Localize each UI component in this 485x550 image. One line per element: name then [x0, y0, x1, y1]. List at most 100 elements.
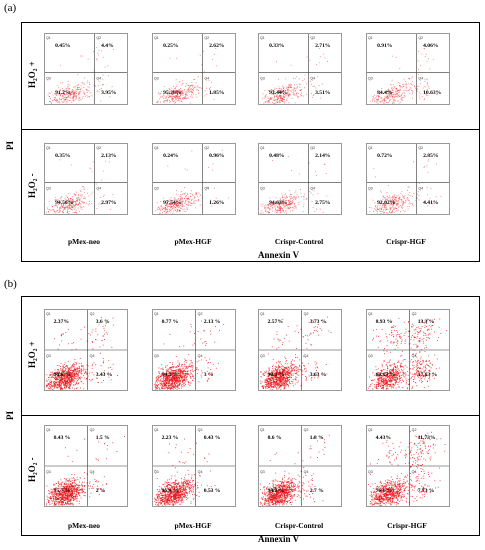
- panel-a-plot-r1-c2: Q1 Q2 Q3 Q4 0.25% 2.62% 95.28% 1.85%: [152, 33, 236, 105]
- panel-b-plot-r2-c2-pct-ll: 96.8 %: [161, 488, 179, 495]
- panel-a-plot-r2-c2-quadrant-code: Q2: [204, 146, 209, 150]
- panel-a-plot-r1-c2-axes-frame: [152, 33, 236, 105]
- panel-a-row-label-h2o2-plus: H₂O₂ +: [27, 61, 37, 88]
- panel-a-col-crispr-hgf: Crispr-HGF: [386, 237, 426, 246]
- panel-a-plot-r2-c3-pct-lr: 2.75%: [315, 199, 331, 206]
- panel-a-plot-r2-c3-quadrant-code: Q3: [260, 187, 265, 191]
- panel-a-plot-r2-c3-axes-frame: [258, 143, 342, 215]
- panel-a-plot-r2-c2-pct-ll: 97.54%: [163, 199, 182, 206]
- panel-a-plot-r2-c3-events: [260, 156, 328, 214]
- panel-a-plot-r1-c2-events: [156, 48, 218, 104]
- panel-b-plot-r1-c1-pct-lr: 3.43 %: [95, 372, 113, 379]
- panel-b-plot-r1-c4-quadrant-code: Q2: [412, 312, 417, 316]
- panel-b-plot-r2-c4-scatter: Q1 Q2 Q3 Q4: [366, 425, 450, 507]
- panel-a-plot-r1-c2-pct-ur: 2.62%: [209, 42, 225, 49]
- panel-a-plot-r2-c1-pct-ul: 0.35%: [55, 152, 71, 159]
- panel-b-plot-r2-c2-pct-ur: 0.43 %: [203, 435, 221, 442]
- panel-b-row-label-h2o2-plus: H₂O₂ +: [27, 341, 37, 368]
- panel-a-plot-r2-c4-pct-ul: 0.72%: [377, 152, 393, 159]
- panel-a-plot-r2-c2-axes-frame: [152, 143, 236, 215]
- panel-a-plot-r2-c4-scatter: Q1 Q2 Q3 Q4: [366, 143, 450, 215]
- panel-b-plot-r1-c2-pct-lr: 3 %: [203, 372, 214, 379]
- panel-a-plot-r2-c4-quadrant-code: Q2: [418, 146, 423, 150]
- panel-a-plot-r1-c3-quadrant-code: Q2: [310, 36, 315, 40]
- panel-a-plot-r2-c4-quadrant-code: Q4: [418, 187, 423, 191]
- panel-b-plot-r1-c1-pct-ll: 90.6 %: [53, 372, 71, 379]
- panel-b-plot-r2-c2-quadrant-code: Q3: [154, 470, 159, 474]
- panel-a-plot-r2-c2-quadrant-code: Q1: [154, 146, 159, 150]
- panel-b-plot-r2-c3: Q1 Q2 Q3 Q4 0.6 % 1.8 % 94.9 % 2.7 %: [258, 425, 342, 507]
- panel-a-plot-r2-c2-pct-lr: 1.26%: [209, 199, 225, 206]
- panel-a-plot-r1-c3-events: [262, 47, 328, 104]
- panel-b-plot-r1-c4-pct-ur: 13.3 %: [417, 319, 435, 326]
- panel-b-plot-r2-c4-pct-ur: 11.73%: [417, 435, 436, 442]
- panel-a-plot-r1-c1-quadrant-code: Q4: [96, 77, 101, 81]
- panel-b-plot-r2-c2-quadrant-code: Q1: [154, 428, 159, 432]
- panel-b-col-pmex-neo: pMex-neo: [67, 521, 101, 530]
- panel-a-plot-r1-c4-scatter: Q1 Q2 Q3 Q4: [366, 33, 450, 105]
- panel-a-plot-r1-c4-quadrant-code: Q2: [418, 36, 423, 40]
- panel-a-y-axis-label: PI: [5, 141, 15, 150]
- panel-a-plot-r1-c3-pct-lr: 3.51%: [315, 89, 331, 96]
- panel-b-plot-r1-c3-pct-ur: 3.73 %: [309, 319, 327, 326]
- panel-b-plot-r1-c1-quadrant-code: Q2: [90, 312, 95, 316]
- panel-b-plot-r2-c4-pct-lr: 7.73 %: [417, 488, 435, 495]
- panel-b-plot-r1-c1-pct-ur: 3.6 %: [95, 319, 110, 326]
- panel-a-plot-r2-c1-quadrant-code: Q3: [46, 187, 51, 191]
- panel-b-plot-r2-c3-quadrant-code: Q4: [304, 470, 309, 474]
- panel-b-plot-r2-c1-pct-ll: 95.7 %: [53, 488, 71, 495]
- panel-b-plot-r1-c2-events: [154, 320, 225, 390]
- panel-b-plot-r1-c2-quadrant-code: Q3: [154, 354, 159, 358]
- panel-a-plot-r2-c1-events: [46, 157, 114, 214]
- panel-a-plot-r2-c1-quadrant-code: Q4: [96, 187, 101, 191]
- panel-a-plot-r2-c1-scatter: Q1 Q2 Q3 Q4: [44, 143, 128, 215]
- panel-b-plot-r1-c1-quadrant-code: Q1: [46, 312, 51, 316]
- panel-a-row-divider: [21, 129, 479, 130]
- panel-a-plot-r1-c2-quadrant-code: Q1: [154, 36, 159, 40]
- panel-a-plot-r2-c3-pct-ll: 94.63%: [269, 199, 288, 206]
- panel-b-plot-r2-c3-quadrant-code: Q1: [260, 428, 265, 432]
- panel-b-plot-r2-c4-pct-ul: 4.43%: [375, 435, 391, 442]
- panel-a-plot-r2-c1-quadrant-code: Q2: [96, 146, 101, 150]
- panel-b-plot-r2-c1-quadrant-code: Q4: [90, 470, 95, 474]
- panel-a-plot-r1-c4-quadrant-code: Q4: [418, 77, 423, 81]
- panel-b-y-axis-label: PI: [5, 411, 15, 420]
- panel-b-plot-r2-c1-quadrant-code: Q3: [46, 470, 51, 474]
- panel-a-plot-r1-c2-quadrant-code: Q3: [154, 77, 159, 81]
- panel-b-plot-r2-c1: Q1 Q2 Q3 Q4 0.43 % 1.5 % 95.7 % 2 %: [44, 425, 128, 507]
- panel-a-plot-r2-c2-quadrant-code: Q4: [204, 187, 209, 191]
- panel-b-plot-r2-c1-events: [46, 436, 125, 506]
- panel-b-plot-r1-c2-quadrant-code: Q2: [198, 312, 203, 316]
- panel-a-plot-r1-c1-quadrant-code: Q1: [46, 36, 51, 40]
- panel-b-plot-r2-c3-pct-ll: 94.9 %: [267, 488, 285, 495]
- panel-b-plot-r1-c4-events: [368, 317, 447, 390]
- panel-b-plot-r1-c3-quadrant-code: Q4: [304, 354, 309, 358]
- panel-b-plot-r1-c3: Q1 Q2 Q3 Q4 2.57% 3.73 % 90.1 % 3.63 %: [258, 309, 342, 391]
- panel-a-plot-r2-c3-quadrant-code: Q4: [310, 187, 315, 191]
- panel-b-plot-r2-c3-pct-lr: 2.7 %: [309, 488, 324, 495]
- panel-b-plot-r1-c1: Q1 Q2 Q3 Q4 2.37% 3.6 % 90.6 % 3.43 %: [44, 309, 128, 391]
- panel-b-plot-r2-c2-quadrant-code: Q2: [198, 428, 203, 432]
- panel-b-plot-r2-c4-quadrant-code: Q3: [368, 470, 373, 474]
- panel-a-plot-r2-c3-pct-ul: 0.48%: [269, 152, 285, 159]
- panel-b-plot-r2-c2-quadrant-code: Q4: [198, 470, 203, 474]
- panel-b-col-crispr-hgf: Crispr-HGF: [387, 521, 427, 530]
- panel-a-plot-r1-c4-quadrant-code: Q1: [368, 36, 373, 40]
- panel-b-plot-r1-c3-scatter: Q1 Q2 Q3 Q4: [258, 309, 342, 391]
- panel-b-plot-r2-c3-pct-ul: 0.6 %: [267, 435, 282, 442]
- panel-a-plot-r2-c4-pct-lr: 4.41%: [423, 199, 439, 206]
- panel-a-plot-r1-c2-pct-lr: 1.85%: [209, 89, 225, 96]
- panel-b-plot-r1-c1-quadrant-code: Q3: [46, 354, 51, 358]
- panel-b-plot-r2-c1-quadrant-code: Q1: [46, 428, 51, 432]
- panel-b-plot-r2-c4-quadrant-code: Q4: [412, 470, 417, 474]
- panel-b-plot-r2-c1-scatter: Q1 Q2 Q3 Q4: [44, 425, 128, 507]
- panel-a-plot-r1-c3-quadrant-code: Q1: [260, 36, 265, 40]
- panel-b-plot-r2-c3-quadrant-code: Q2: [304, 428, 309, 432]
- panel-b-plot-r1-c4: Q1 Q2 Q3 Q4 8.93 % 13.3 % 60.15 % 17.63 %: [366, 309, 450, 391]
- panel-a-plot-r2-c4-pct-ur: 2.85%: [423, 152, 439, 159]
- panel-b-plot-r1-c4-quadrant-code: Q1: [368, 312, 373, 316]
- panel-b-label: (b): [4, 278, 17, 290]
- panel-a-plot-r2-c4-quadrant-code: Q3: [368, 187, 373, 191]
- panel-a-plot-r1-c4-events: [369, 47, 438, 104]
- panel-b-plot-r1-c3-pct-lr: 3.63 %: [309, 372, 327, 379]
